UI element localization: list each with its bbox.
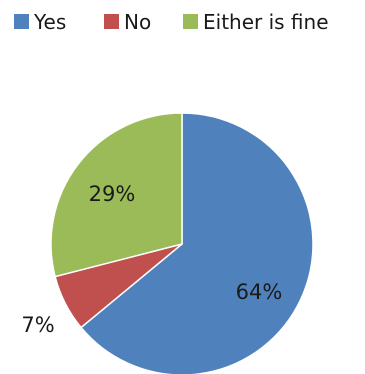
legend-label-either-is-fine: Either is fine: [203, 10, 329, 34]
legend: Yes No Either is fine: [14, 10, 329, 34]
data-label-no: 7%: [21, 313, 54, 337]
legend-label-no: No: [124, 10, 151, 34]
legend-swatch-either-is-fine: [183, 14, 198, 29]
legend-label-yes: Yes: [33, 10, 66, 34]
pie-slice-yes: [80, 112, 314, 374]
data-labels: 64% 7% 29%: [21, 182, 282, 337]
data-label-yes: 64%: [236, 280, 283, 304]
legend-swatch-no: [104, 14, 119, 29]
pie-slice-either-is-fine: [50, 112, 183, 278]
pie-slices: [50, 112, 314, 374]
data-label-either-is-fine: 29%: [89, 182, 136, 206]
legend-swatch-yes: [14, 14, 29, 29]
